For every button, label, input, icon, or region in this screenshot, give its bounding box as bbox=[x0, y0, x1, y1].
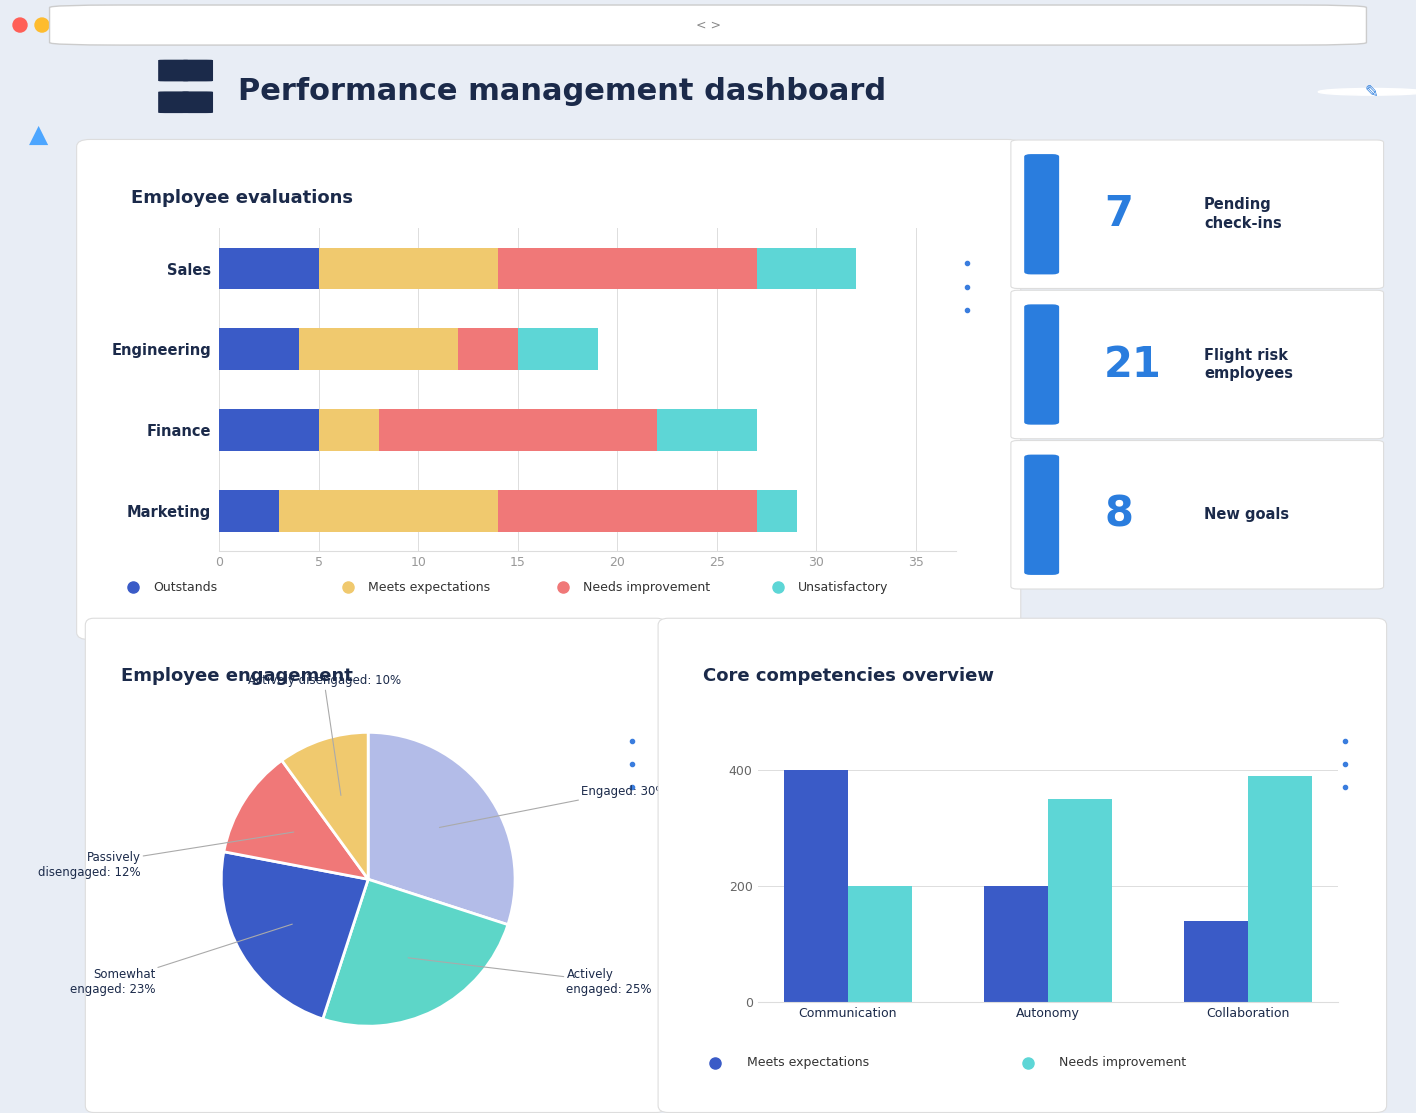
Text: Outstands: Outstands bbox=[153, 581, 217, 593]
Text: Meets expectations: Meets expectations bbox=[368, 581, 490, 593]
Bar bbox=[498, 490, 756, 532]
FancyBboxPatch shape bbox=[1024, 304, 1059, 425]
Circle shape bbox=[1318, 89, 1416, 95]
Text: 7: 7 bbox=[1104, 194, 1133, 235]
Bar bbox=[279, 490, 498, 532]
FancyBboxPatch shape bbox=[85, 618, 666, 1113]
FancyBboxPatch shape bbox=[1024, 454, 1059, 575]
FancyBboxPatch shape bbox=[50, 4, 1366, 46]
Circle shape bbox=[57, 18, 71, 32]
Bar bbox=[498, 247, 756, 289]
Bar bbox=[219, 247, 319, 289]
FancyBboxPatch shape bbox=[1011, 140, 1383, 288]
Bar bbox=[657, 408, 756, 451]
Text: Needs improvement: Needs improvement bbox=[583, 581, 709, 593]
Bar bbox=[518, 328, 598, 371]
Bar bbox=[848, 886, 912, 1002]
FancyBboxPatch shape bbox=[1024, 154, 1059, 275]
Text: Meets expectations: Meets expectations bbox=[746, 1056, 869, 1070]
Text: < >: < > bbox=[695, 19, 721, 31]
Text: Employee evaluations: Employee evaluations bbox=[130, 188, 353, 207]
Bar bbox=[319, 408, 378, 451]
Wedge shape bbox=[368, 732, 515, 925]
Text: ▲: ▲ bbox=[30, 124, 48, 147]
FancyBboxPatch shape bbox=[159, 60, 188, 81]
Bar bbox=[319, 247, 498, 289]
FancyBboxPatch shape bbox=[159, 91, 188, 114]
Text: Passively
disengaged: 12%: Passively disengaged: 12% bbox=[38, 833, 293, 878]
Text: Needs improvement: Needs improvement bbox=[1059, 1056, 1187, 1070]
Bar bbox=[1184, 920, 1247, 1002]
Text: Employee engagement: Employee engagement bbox=[122, 667, 353, 684]
Bar bbox=[1048, 799, 1112, 1002]
Text: Actively disengaged: 10%: Actively disengaged: 10% bbox=[248, 674, 401, 796]
Bar bbox=[1247, 776, 1311, 1002]
Text: Engaged: 30%: Engaged: 30% bbox=[439, 785, 667, 827]
Text: New goals: New goals bbox=[1204, 508, 1289, 522]
Bar bbox=[299, 328, 459, 371]
FancyBboxPatch shape bbox=[1011, 441, 1383, 589]
Text: ✎: ✎ bbox=[1365, 82, 1379, 101]
Bar bbox=[219, 328, 299, 371]
Bar bbox=[984, 886, 1048, 1002]
Bar bbox=[459, 328, 518, 371]
Bar bbox=[756, 490, 797, 532]
FancyBboxPatch shape bbox=[1011, 290, 1383, 439]
Bar bbox=[756, 247, 857, 289]
Text: Performance management dashboard: Performance management dashboard bbox=[238, 77, 886, 107]
Bar bbox=[219, 408, 319, 451]
FancyBboxPatch shape bbox=[76, 139, 1021, 640]
Text: Flight risk
employees: Flight risk employees bbox=[1204, 347, 1293, 382]
Text: 21: 21 bbox=[1104, 344, 1163, 385]
FancyBboxPatch shape bbox=[183, 91, 212, 114]
Text: Pending
check-ins: Pending check-ins bbox=[1204, 197, 1281, 232]
FancyBboxPatch shape bbox=[183, 60, 212, 81]
Bar bbox=[378, 408, 657, 451]
Text: Somewhat
engaged: 23%: Somewhat engaged: 23% bbox=[69, 924, 292, 996]
Text: 8: 8 bbox=[1104, 494, 1133, 535]
Wedge shape bbox=[221, 851, 368, 1020]
Text: Core competencies overview: Core competencies overview bbox=[704, 667, 994, 684]
Text: Unsatisfactory: Unsatisfactory bbox=[799, 581, 888, 593]
Wedge shape bbox=[323, 879, 508, 1026]
Bar bbox=[784, 770, 848, 1002]
Text: Actively
engaged: 25%: Actively engaged: 25% bbox=[408, 958, 651, 996]
Circle shape bbox=[35, 18, 50, 32]
FancyBboxPatch shape bbox=[658, 618, 1386, 1113]
Bar bbox=[219, 490, 279, 532]
Circle shape bbox=[13, 18, 27, 32]
Wedge shape bbox=[282, 732, 368, 879]
Wedge shape bbox=[224, 760, 368, 879]
